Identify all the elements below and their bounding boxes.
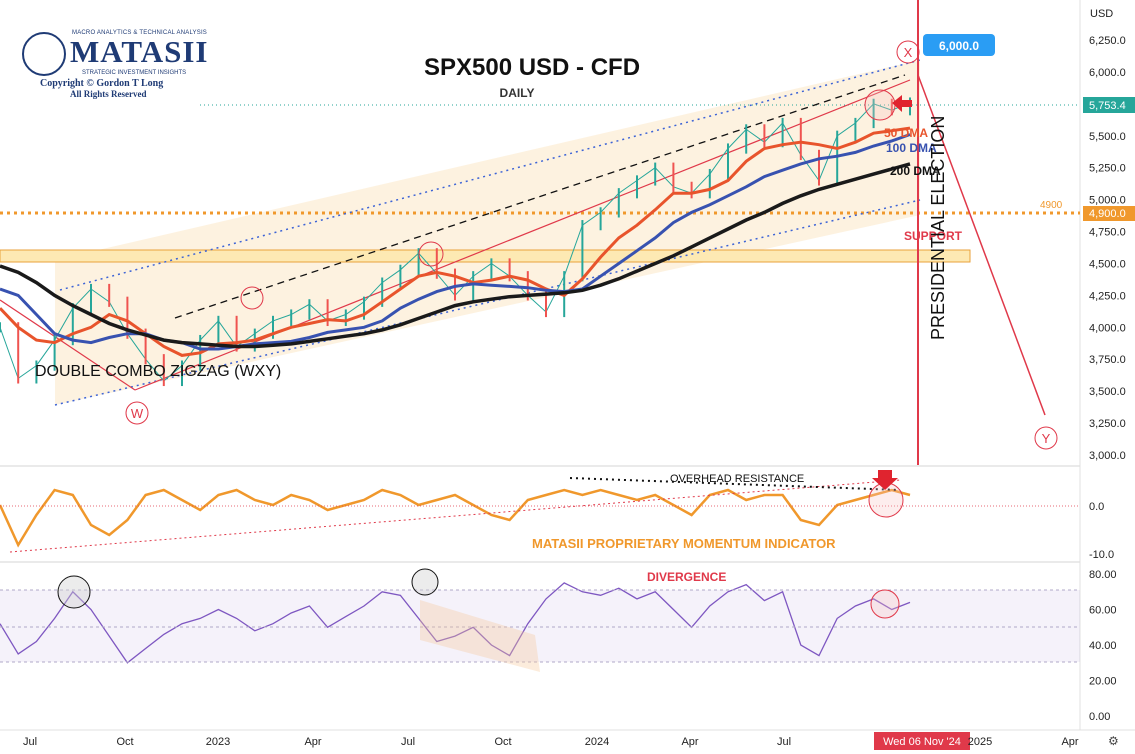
overhead-resistance-label: OVERHEAD RESISTANCE <box>670 473 804 485</box>
rsi-circle <box>870 589 900 619</box>
price-tick-label: 6,000.0 <box>1089 67 1126 79</box>
dma200-label: 200 DMA <box>890 164 941 178</box>
chart-title: SPX500 USD - CFD <box>424 54 640 81</box>
price-tick-label: 3,750.0 <box>1089 354 1126 366</box>
wave-w-label: W <box>131 406 144 421</box>
price-tick-label: 3,000.0 <box>1089 450 1126 462</box>
wave-x-label: X <box>904 45 913 60</box>
x-tick-label: 2025 <box>968 736 992 748</box>
price-tick-label: 5,000.0 <box>1089 195 1126 207</box>
price-tick-label: 3,500.0 <box>1089 386 1126 398</box>
copyright: Copyright © Gordon T Long <box>40 78 164 89</box>
logo-name: MATASII <box>70 34 209 69</box>
momentum-indicator-label: MATASII PROPRIETARY MOMENTUM INDICATOR <box>532 536 836 551</box>
x-tick-label: Jul <box>777 736 791 748</box>
wave-w-circle <box>125 401 149 425</box>
peak-circle <box>864 89 896 121</box>
rsi-tick-label: 0.00 <box>1089 711 1110 723</box>
logo: MACRO ANALYTICS & TECHNICAL ANALYSIS MAT… <box>22 30 207 100</box>
support-price-tag <box>1083 206 1135 221</box>
price-tick-label: 3,250.0 <box>1089 418 1126 430</box>
wave-y-label: Y <box>1042 431 1051 446</box>
target-price-tag <box>923 34 995 56</box>
peak-circle <box>240 286 264 310</box>
dma100-label: 100 DMA <box>886 141 937 155</box>
x-tick-label: 2024 <box>585 736 609 748</box>
price-tick-label: 4,750.0 <box>1089 227 1126 239</box>
rsi-tick-label: 20.00 <box>1089 676 1117 688</box>
arrow-down-icon <box>872 470 898 490</box>
vitruvian-logo-icon <box>22 32 66 76</box>
series-200-dma <box>0 162 911 349</box>
support-level-label: 4900 <box>1040 200 1063 211</box>
election-label: PRESIDENTIAL ELECTION <box>928 116 948 340</box>
current-date-tag <box>874 732 970 750</box>
price-tick-label: 4,000.0 <box>1089 322 1126 334</box>
x-tick-label: Wed 06 Nov '24 <box>883 736 961 748</box>
price-tick-label: 5,250.0 <box>1089 163 1126 175</box>
pattern-label: DOUBLE COMBO ZIGZAG (WXY) <box>35 363 281 380</box>
x-tick-label: Oct <box>494 736 511 748</box>
support-price-value: 4,900.0 <box>1089 208 1126 220</box>
rsi-peak-circle <box>411 568 439 596</box>
peak-circle <box>418 241 444 267</box>
wave-y-circle <box>1034 426 1058 450</box>
price-tick-label: 5,500.0 <box>1089 131 1126 143</box>
x-tick-label: Jul <box>401 736 415 748</box>
x-tick-label: Apr <box>681 736 698 748</box>
currency-label[interactable]: USD <box>1090 8 1113 20</box>
rights-reserved: All Rights Reserved <box>70 89 147 99</box>
divergence-label: DIVERGENCE <box>647 570 726 584</box>
momentum-line <box>0 488 911 548</box>
x-tick-label: Oct <box>116 736 133 748</box>
x-tick-label: Apr <box>304 736 321 748</box>
chart-subtitle: DAILY <box>500 86 535 100</box>
price-tick-label: 4,250.0 <box>1089 290 1126 302</box>
target-price-value: 6,000.0 <box>939 39 979 53</box>
x-tick-label: 2023 <box>206 736 230 748</box>
logo-subtitle: STRATEGIC INVESTMENT INSIGHTS <box>82 70 187 76</box>
momentum-tick-label: -10.0 <box>1089 549 1114 561</box>
dma50-label: 50 DMA <box>884 126 928 140</box>
price-tick-label: 6,250.0 <box>1089 35 1126 47</box>
arrow-left-icon <box>892 95 912 112</box>
rsi-tick-label: 80.00 <box>1089 569 1117 581</box>
momentum-tick-label: 0.0 <box>1089 501 1104 513</box>
rsi-tick-label: 40.00 <box>1089 640 1117 652</box>
current-price-tag <box>1083 97 1135 113</box>
rsi-peak-circle <box>57 575 91 609</box>
logo-tagline: MACRO ANALYTICS & TECHNICAL ANALYSIS <box>72 30 208 36</box>
rsi-line <box>0 582 911 664</box>
x-tick-label: Apr <box>1061 736 1078 748</box>
wave-x-circle <box>896 40 920 64</box>
price-tick-label: 4,500.0 <box>1089 258 1126 270</box>
current-price-value: 5,753.4 <box>1089 100 1126 112</box>
x-tick-label: Jul <box>23 736 37 748</box>
support-label: SUPPORT <box>904 229 963 243</box>
settings-gear-icon[interactable]: ⚙ <box>1108 734 1119 748</box>
rsi-tick-label: 60.00 <box>1089 605 1117 617</box>
